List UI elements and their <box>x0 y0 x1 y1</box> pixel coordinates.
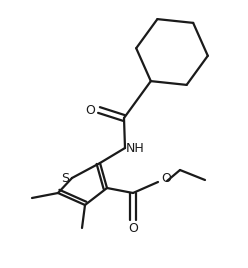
Text: O: O <box>161 172 171 184</box>
Text: S: S <box>61 173 69 185</box>
Text: O: O <box>85 103 95 117</box>
Text: O: O <box>128 222 138 236</box>
Text: NH: NH <box>126 143 145 155</box>
